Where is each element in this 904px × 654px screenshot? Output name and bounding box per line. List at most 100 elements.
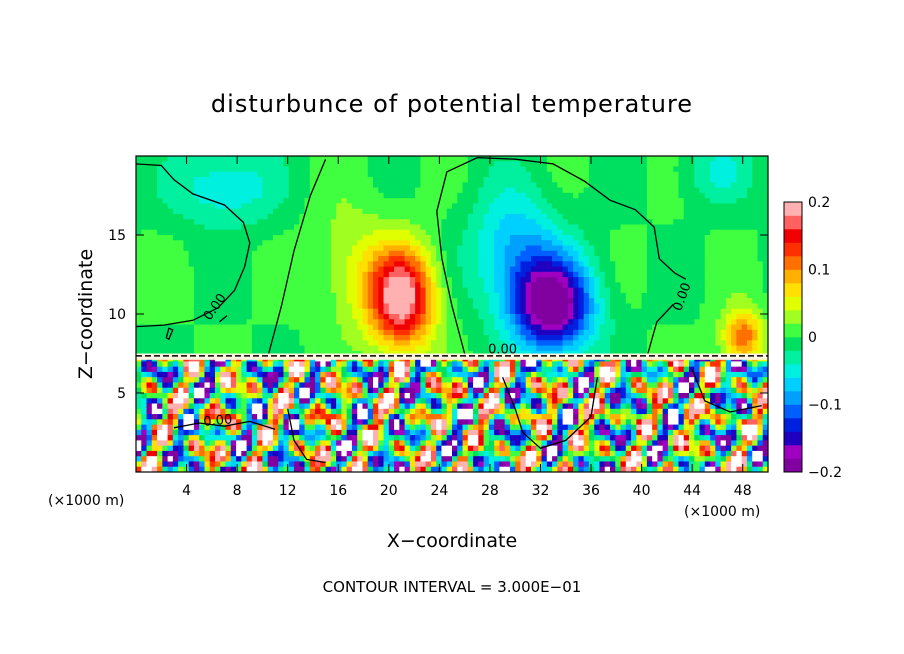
- heatmap-cell: [746, 182, 753, 189]
- heatmap-cell: [399, 198, 406, 204]
- heatmap-cell: [288, 219, 295, 226]
- heatmap-cell: [720, 282, 727, 289]
- heatmap-cell: [294, 219, 300, 226]
- heatmap-cell: [304, 266, 311, 273]
- heatmap-cell: [499, 208, 506, 215]
- heatmap-cell: [320, 266, 327, 273]
- heatmap-cell: [467, 208, 474, 215]
- heatmap-cell: [215, 319, 221, 326]
- heatmap-cell: [172, 361, 179, 368]
- heatmap-cell: [304, 345, 311, 352]
- heatmap-cell: [420, 303, 427, 310]
- heatmap-cell: [172, 156, 179, 162]
- heatmap-cell: [478, 287, 485, 294]
- heatmap-cell: [762, 329, 768, 336]
- heatmap-cell: [394, 203, 400, 210]
- heatmap-cell: [462, 203, 469, 210]
- heatmap-cell: [167, 213, 174, 220]
- heatmap-cell: [646, 219, 653, 226]
- heatmap-cell: [741, 187, 748, 194]
- heatmap-cell: [625, 308, 632, 315]
- heatmap-cell: [151, 156, 158, 162]
- heatmap-cell: [294, 161, 300, 168]
- heatmap-cell: [230, 345, 237, 352]
- heatmap-cell: [657, 271, 664, 278]
- heatmap-cell: [257, 245, 263, 252]
- heatmap-cell: [278, 256, 285, 262]
- heatmap-cell: [488, 308, 495, 315]
- heatmap-cell: [652, 156, 658, 162]
- heatmap-cell: [399, 329, 406, 336]
- heatmap-cell: [272, 271, 279, 278]
- heatmap-cell: [683, 345, 690, 352]
- heatmap-cell: [346, 235, 353, 241]
- heatmap-cell: [378, 171, 385, 178]
- heatmap-cell: [351, 177, 358, 183]
- heatmap-cell: [536, 219, 543, 226]
- heatmap-cell: [488, 261, 495, 268]
- heatmap-cell: [588, 213, 595, 220]
- heatmap-cell: [646, 208, 653, 215]
- heatmap-cell: [257, 340, 263, 347]
- heatmap-cell: [304, 361, 311, 368]
- heatmap-cell: [667, 287, 674, 294]
- heatmap-cell: [531, 282, 537, 289]
- heatmap-cell: [631, 192, 637, 199]
- heatmap-cell: [620, 229, 627, 236]
- heatmap-cell: [541, 198, 548, 204]
- heatmap-cell: [457, 256, 464, 262]
- heatmap-cell: [715, 208, 722, 215]
- heatmap-cell: [178, 271, 184, 278]
- heatmap-cell: [699, 303, 706, 310]
- heatmap-cell: [193, 198, 200, 204]
- heatmap-cell: [441, 371, 448, 378]
- heatmap-cell: [151, 198, 158, 204]
- heatmap-cell: [667, 171, 674, 178]
- heatmap-cell: [220, 314, 227, 320]
- heatmap-cell: [362, 213, 369, 220]
- heatmap-cell: [288, 203, 295, 210]
- heatmap-cell: [157, 303, 163, 310]
- heatmap-cell: [178, 219, 184, 226]
- heatmap-cell: [172, 182, 179, 189]
- heatmap-cell: [199, 213, 206, 220]
- heatmap-cell: [278, 298, 285, 305]
- heatmap-cell: [351, 287, 358, 294]
- heatmap-cell: [162, 361, 169, 368]
- heatmap-cell: [373, 219, 379, 226]
- heatmap-cell: [188, 277, 195, 283]
- heatmap-cell: [399, 298, 406, 305]
- heatmap-cell: [388, 266, 395, 273]
- heatmap-cell: [167, 303, 174, 310]
- heatmap-cell: [446, 213, 453, 220]
- heatmap-cell: [673, 329, 680, 336]
- heatmap-cell: [599, 340, 606, 347]
- heatmap-cell: [388, 213, 395, 220]
- heatmap-cell: [167, 166, 174, 173]
- heatmap-cell: [441, 335, 448, 341]
- heatmap-cell: [230, 156, 237, 162]
- heatmap-cell: [378, 308, 385, 315]
- heatmap-cell: [272, 314, 279, 320]
- heatmap-cell: [204, 177, 211, 183]
- heatmap-cell: [462, 177, 469, 183]
- heatmap-cell: [483, 213, 490, 220]
- heatmap-cell: [504, 245, 511, 252]
- heatmap-cell: [362, 319, 369, 326]
- heatmap-cell: [251, 213, 258, 220]
- heatmap-cell: [667, 161, 674, 168]
- heatmap-cell: [673, 208, 680, 215]
- heatmap-cell: [467, 287, 474, 294]
- heatmap-cell: [336, 282, 342, 289]
- heatmap-cell: [294, 340, 300, 347]
- heatmap-cell: [752, 192, 759, 199]
- heatmap-cell: [446, 187, 453, 194]
- heatmap-cell: [278, 250, 285, 257]
- heatmap-cell: [283, 245, 290, 252]
- heatmap-cell: [546, 240, 553, 247]
- heatmap-cell: [583, 324, 590, 331]
- heatmap-cell: [315, 271, 321, 278]
- heatmap-cell: [473, 256, 479, 262]
- heatmap-cell: [673, 240, 680, 247]
- heatmap-cell: [151, 177, 158, 183]
